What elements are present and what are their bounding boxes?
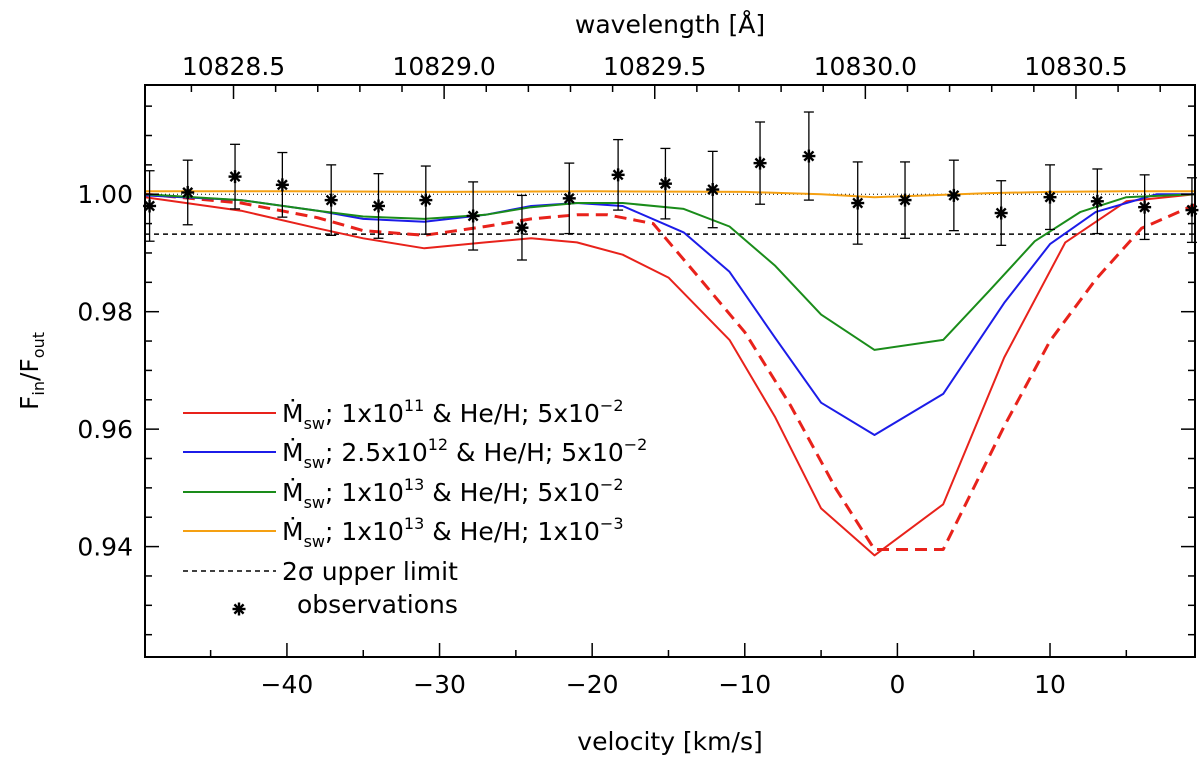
y-tick-label: 1.00	[77, 180, 133, 209]
y-axis-label-sub-in: in	[29, 381, 48, 396]
observation-point	[802, 111, 816, 201]
observations-layer	[143, 111, 1199, 261]
observation-point	[753, 121, 767, 205]
series-line-red-dashed	[145, 192, 1195, 551]
observation-point	[515, 194, 529, 261]
observation-point	[994, 180, 1008, 246]
observation-point	[143, 170, 157, 242]
x-tick-label: −10	[718, 670, 771, 699]
observation-point	[1043, 164, 1057, 231]
x-axis-label: velocity [km/s]	[577, 727, 762, 756]
series-line-blue	[145, 193, 1195, 436]
observation-point	[562, 162, 576, 235]
y-tick-label: 0.96	[77, 415, 133, 444]
ticks-layer: −40 −30 −20 −10 0 10 10828.5 10829.0 10829.5 1083…	[77, 52, 1195, 699]
legend-entry: Ṁsw; 1x1013 & He/H; 5x10−2	[183, 475, 624, 512]
observation-point	[372, 173, 386, 239]
legend-entry: Ṁsw; 1x1011 & He/H; 5x10−2	[183, 396, 624, 433]
svg-text:Fin/Fout: Fin/Fout	[15, 332, 48, 410]
observation-point	[611, 138, 625, 211]
top-tick-label: 10828.5	[182, 52, 285, 81]
y-axis-label-main: F	[15, 396, 44, 410]
observation-point	[419, 165, 433, 235]
legend-entry-observations: observations	[232, 590, 458, 619]
y-tick-label: 0.94	[77, 533, 133, 562]
legend-label: Ṁsw; 1x1013 & He/H; 5x10−2	[282, 475, 624, 512]
top-x-axis-label: wavelength [Å]	[575, 10, 765, 39]
legend-asterisk	[233, 603, 245, 615]
observation-point	[228, 143, 242, 210]
observation-point	[181, 159, 195, 226]
series-layer	[145, 190, 1195, 557]
x-tick-label: 10	[1034, 670, 1066, 699]
legend-entry-upper-limit: 2σ upper limit	[183, 557, 458, 586]
observation-point	[851, 161, 865, 245]
legend-label: Ṁsw; 1x1013 & He/H; 1x10−3	[282, 514, 624, 551]
series-line-orange	[145, 190, 1195, 199]
legend-entry: Ṁsw; 2.5x1012 & He/H; 5x10−2	[183, 435, 647, 472]
observation-point	[466, 181, 480, 251]
legend-entry: Ṁsw; 1x1013 & He/H; 1x10−3	[183, 514, 624, 551]
observation-point	[898, 161, 912, 239]
x-tick-label: −40	[261, 670, 314, 699]
legend-label: Ṁsw; 2.5x1012 & He/H; 5x10−2	[282, 435, 647, 472]
observation-point	[1185, 177, 1199, 244]
x-tick-label: 0	[889, 670, 905, 699]
observation-point	[275, 151, 289, 218]
series-line-red	[145, 193, 1195, 557]
x-tick-label: −20	[566, 670, 619, 699]
legend-label-upper-limit: 2σ upper limit	[282, 557, 458, 586]
observation-point	[658, 147, 672, 220]
observation-point	[324, 164, 338, 236]
legend-label: Ṁsw; 1x1011 & He/H; 5x10−2	[282, 396, 624, 433]
y-axis-label-slash: /F	[15, 358, 44, 381]
series-line-green	[145, 193, 1195, 351]
y-axis-label: Fin/Fout	[15, 332, 48, 410]
top-tick-label: 10829.5	[603, 52, 706, 81]
observation-point	[1090, 168, 1104, 235]
top-tick-label: 10830.0	[814, 52, 917, 81]
top-tick-label: 10830.5	[1024, 52, 1127, 81]
top-tick-label: 10829.0	[392, 52, 495, 81]
observation-point	[706, 150, 720, 229]
x-tick-label: −30	[413, 670, 466, 699]
legend-label-observations: observations	[297, 590, 458, 619]
observation-point	[947, 159, 961, 232]
observation-point	[1138, 174, 1152, 241]
y-axis-label-sub-out: out	[29, 332, 48, 358]
y-tick-label: 0.98	[77, 298, 133, 327]
